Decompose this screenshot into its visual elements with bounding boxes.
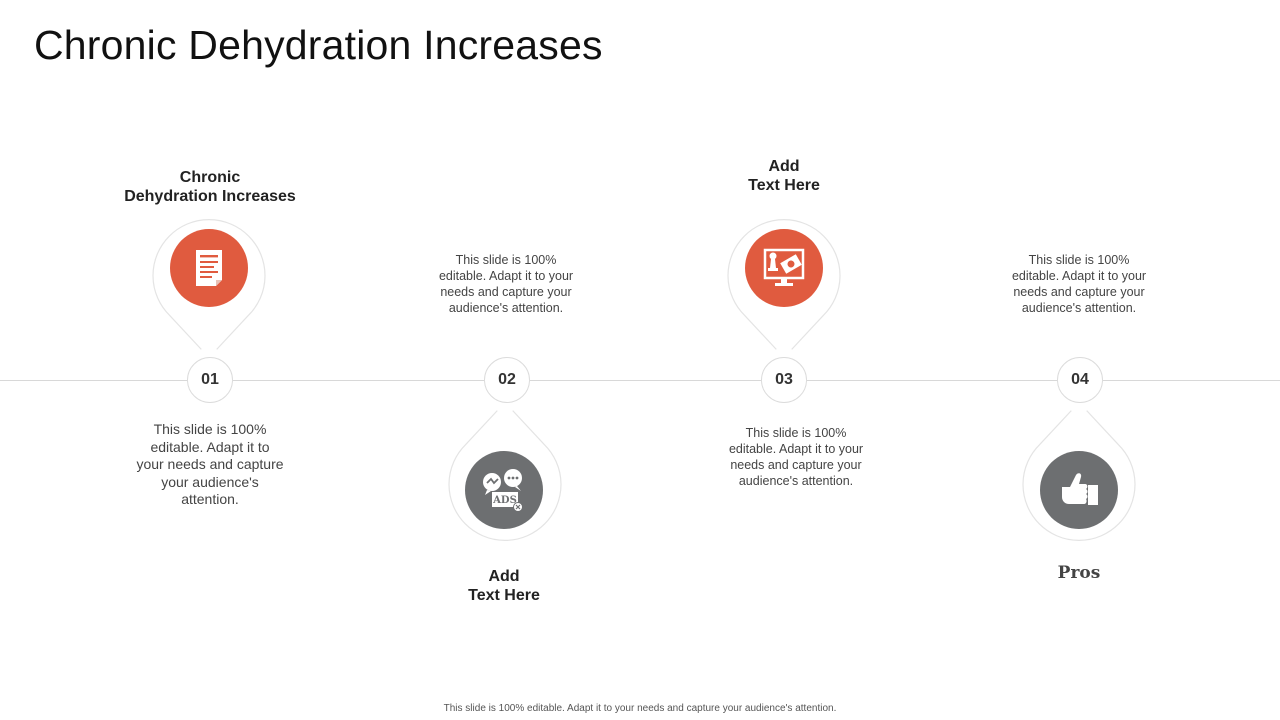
step-1-icon-circle: [170, 229, 248, 307]
step-1-heading: Chronic Dehydration Increases: [124, 169, 296, 205]
step-3-icon-circle: [745, 229, 823, 307]
step-4-heading: Pros: [1057, 563, 1101, 583]
pin-outline-3: [727, 219, 841, 350]
pin-outline-4: [1022, 410, 1136, 541]
ads-chat-icon: ADS: [483, 469, 523, 512]
svg-text:ADS: ADS: [492, 495, 517, 506]
step-number-2: 02: [484, 357, 530, 403]
step-3-description: This slide is 100% editable. Adapt it to…: [728, 426, 864, 488]
pin-outline-1: [152, 219, 266, 350]
step-1-description: This slide is 100% editable. Adapt it to…: [136, 421, 284, 507]
step-2-heading: Add Text Here: [468, 568, 540, 604]
step-number-1: 01: [187, 357, 233, 403]
step-4-icon-circle: [1040, 451, 1118, 529]
pin-outline-2: [448, 410, 562, 541]
step-2-description: This slide is 100% editable. Adapt it to…: [438, 253, 574, 315]
document-icon: [196, 250, 222, 286]
step-number-4: 04: [1057, 357, 1103, 403]
footer-note: This slide is 100% editable. Adapt it to…: [443, 703, 837, 714]
page-title: Chronic Dehydration Increases: [34, 22, 603, 68]
thumbs-up-icon: [1062, 473, 1098, 505]
step-3-heading: Add Text Here: [748, 158, 820, 194]
step-4-description: This slide is 100% editable. Adapt it to…: [1011, 253, 1147, 315]
step-number-3: 03: [761, 357, 807, 403]
timeline-line: [0, 380, 1280, 381]
step-2-icon-circle: ADS: [465, 451, 543, 529]
money-chess-monitor-icon: [763, 248, 805, 286]
